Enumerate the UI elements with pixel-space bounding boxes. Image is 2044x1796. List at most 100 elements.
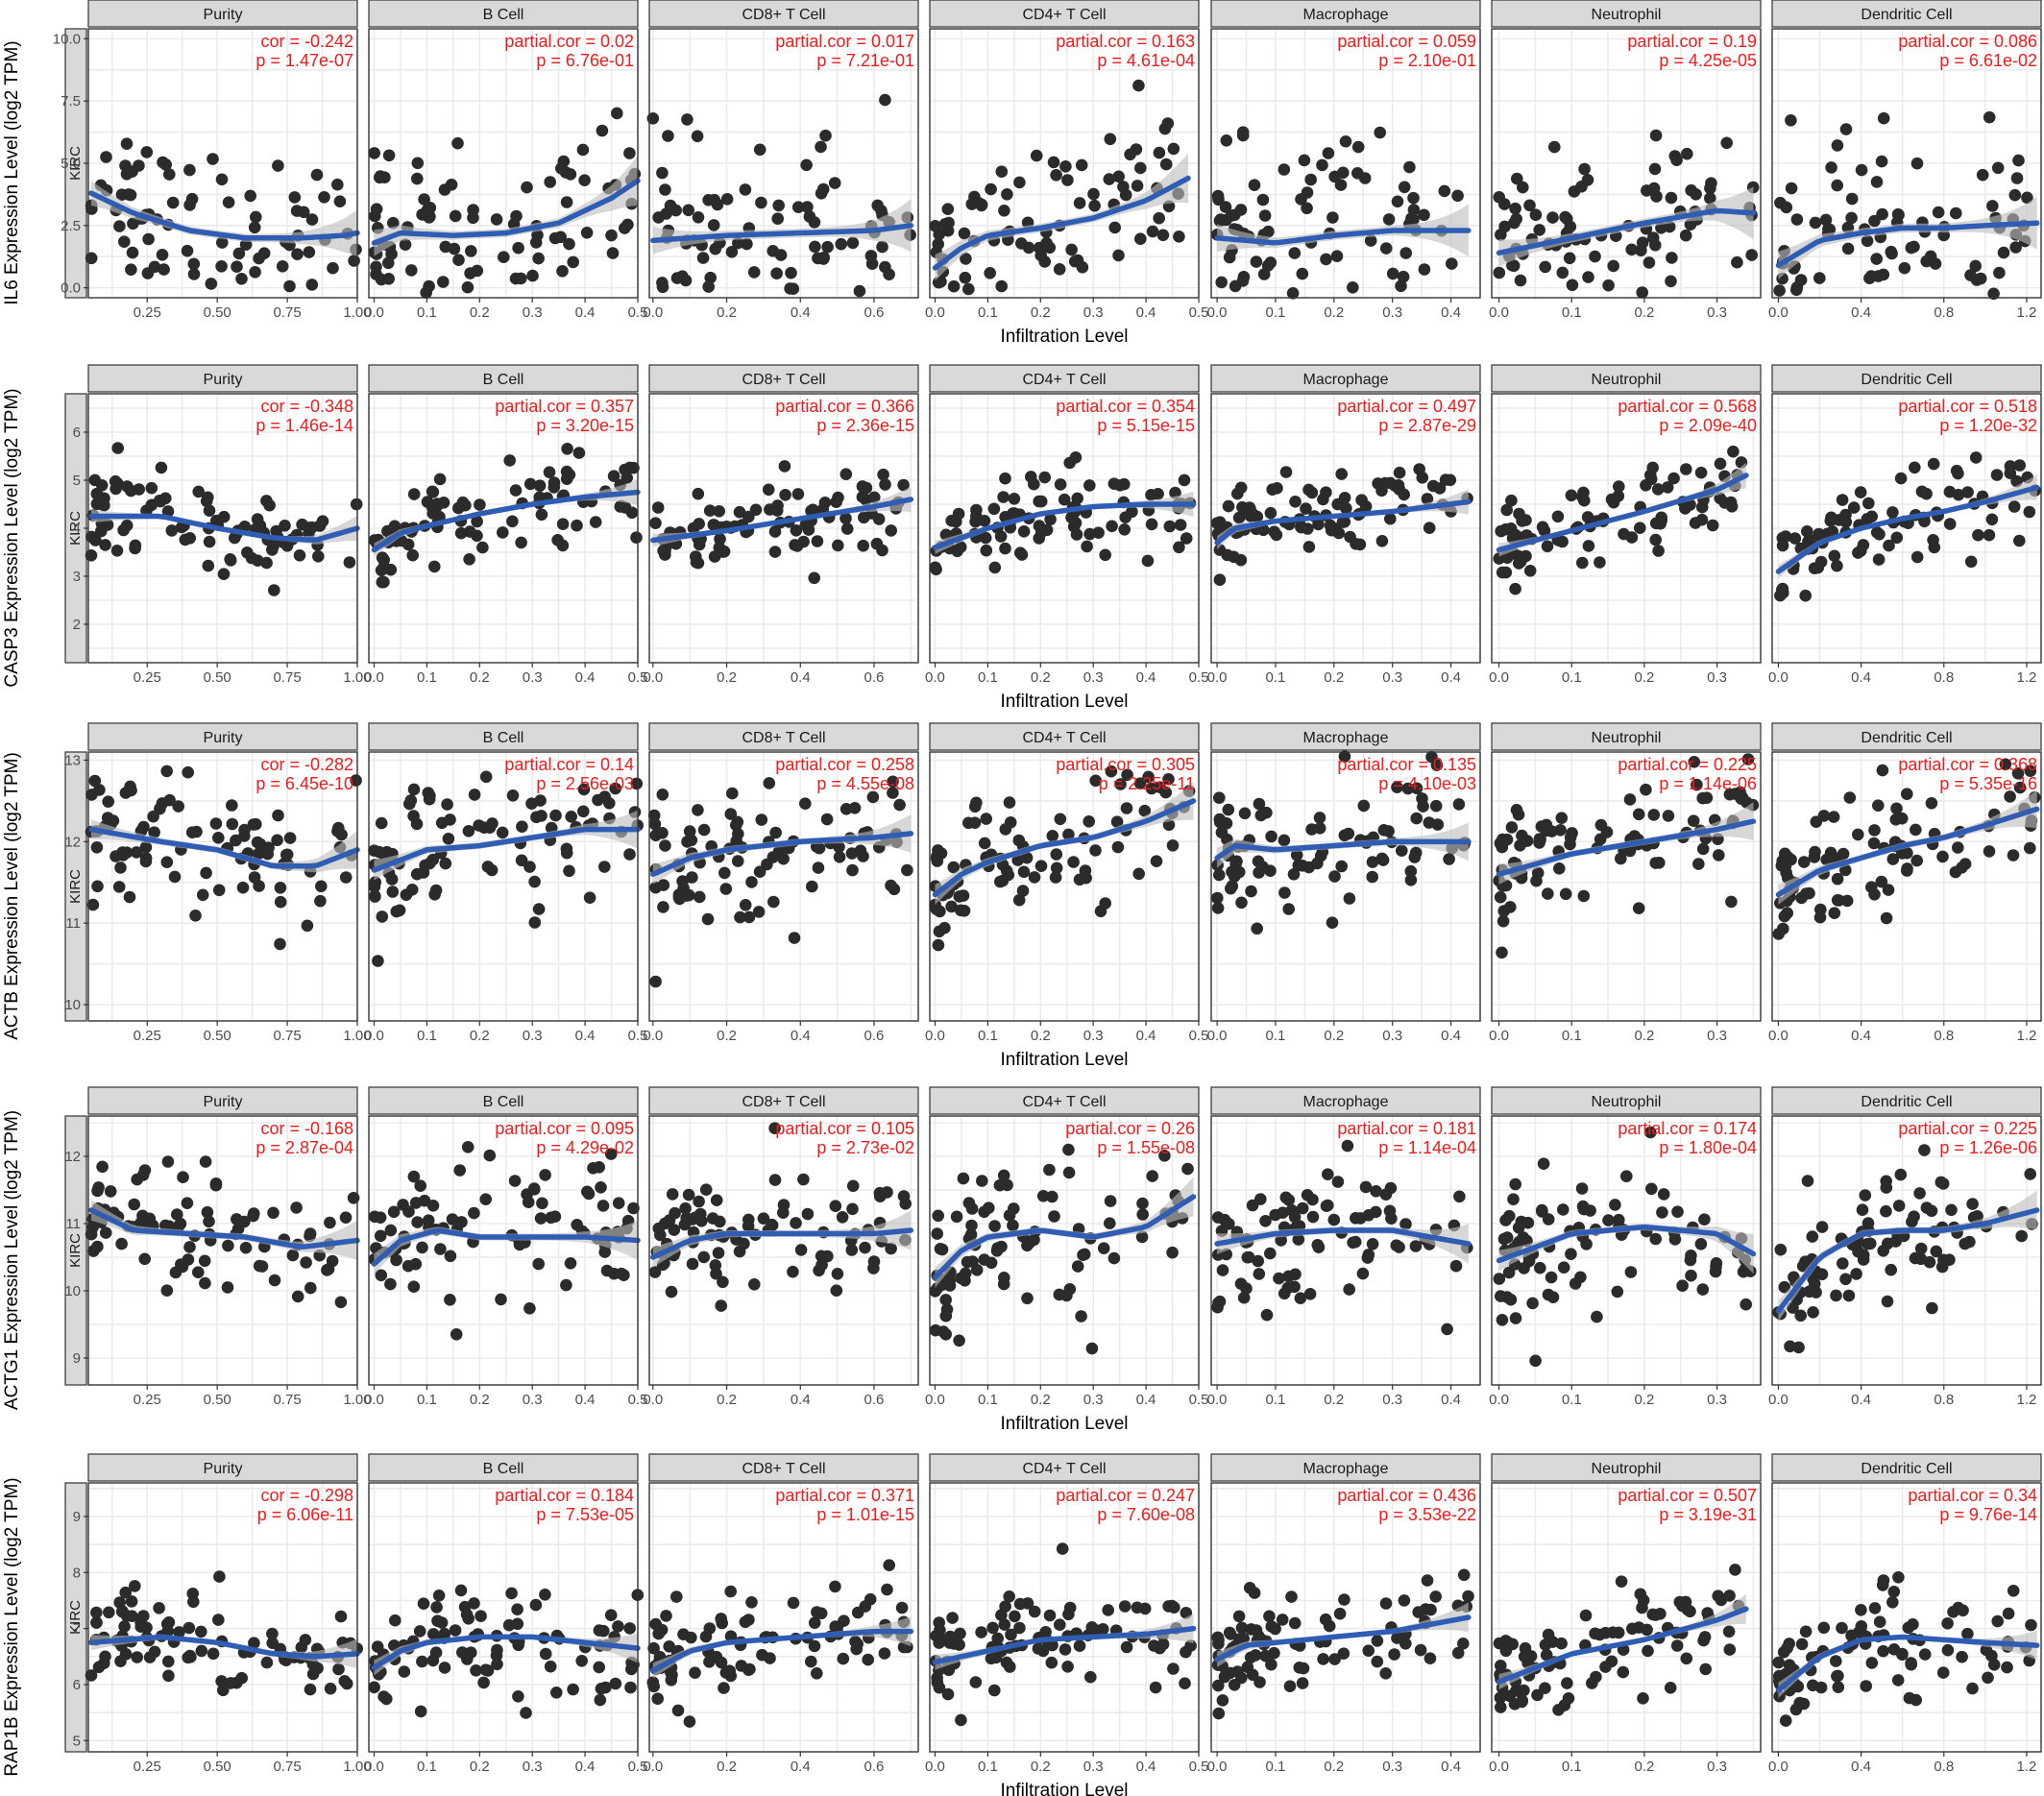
data-point	[201, 1205, 214, 1219]
data-point	[1327, 1213, 1341, 1226]
panel-title: Dendritic Cell	[1861, 730, 1952, 746]
data-point	[1016, 885, 1030, 897]
data-point	[1654, 1608, 1667, 1620]
data-point	[785, 266, 797, 279]
data-point	[1880, 911, 1893, 925]
data-point	[2004, 790, 2016, 803]
panel-border	[368, 28, 639, 299]
data-point	[1161, 117, 1175, 130]
data-point	[113, 1596, 126, 1609]
data-point	[1983, 845, 1996, 858]
panel-strip	[648, 1453, 919, 1482]
panel-strip	[87, 1453, 358, 1482]
x-axis: 0.0 0.1 0.2 0.3 0.4	[1207, 1021, 1461, 1044]
data-point	[1785, 114, 1797, 127]
data-point	[1649, 239, 1662, 252]
data-point	[1085, 1342, 1099, 1355]
data-point	[742, 910, 756, 924]
data-point	[1371, 1635, 1384, 1647]
data-point	[1797, 856, 1811, 868]
y-tick-label: 2	[73, 617, 81, 633]
data-point	[1892, 1571, 1905, 1584]
data-point	[1001, 188, 1013, 201]
fit-line	[1775, 484, 2040, 574]
data-point	[1825, 161, 1837, 174]
x-axis: 0.0 0.4 0.8 1.2	[1768, 1385, 2036, 1408]
data-point	[1331, 1176, 1345, 1188]
data-point	[662, 130, 674, 142]
data-point	[742, 510, 755, 523]
panel-border	[1210, 1115, 1481, 1386]
cor-annotation: partial.cor = 0.225	[1898, 1119, 2037, 1138]
data-point	[1033, 520, 1046, 532]
p-annotation: p = 1.46e-14	[256, 416, 353, 435]
data-point	[1136, 1197, 1149, 1210]
data-point	[840, 803, 853, 815]
data-point	[1852, 1245, 1864, 1258]
panel-strip	[1210, 364, 1481, 393]
panel-title: Purity	[204, 7, 243, 23]
fit-line	[1496, 473, 1749, 553]
data-point	[1561, 1677, 1573, 1689]
data-point	[1831, 1670, 1843, 1683]
cor-annotation: partial.cor = 0.105	[775, 1119, 914, 1138]
data-point	[1564, 831, 1577, 844]
data-point	[1932, 206, 1945, 219]
data-point	[1545, 1271, 1558, 1284]
data-point	[331, 178, 344, 191]
data-point	[1238, 807, 1252, 820]
data-point	[1264, 1247, 1277, 1260]
data-point	[1424, 1652, 1437, 1664]
data-point	[212, 832, 225, 844]
data-point	[718, 1682, 730, 1694]
data-point	[1649, 533, 1662, 546]
data-point	[1856, 1203, 1869, 1216]
data-point	[618, 1269, 630, 1281]
data-point	[1964, 555, 1978, 569]
panel-border	[1210, 28, 1481, 299]
data-point	[1809, 845, 1821, 859]
data-point	[1213, 868, 1226, 882]
x-tick-label: 0.3	[1083, 669, 1104, 686]
data-point	[1000, 1656, 1013, 1669]
p-annotation: p = 9.76e-14	[1939, 1505, 2037, 1524]
data-point	[398, 1665, 411, 1678]
y-tick-label: 7	[73, 1621, 81, 1638]
data-point	[1887, 1643, 1901, 1656]
data-point	[835, 237, 847, 251]
data-point	[779, 489, 791, 501]
data-point	[183, 1241, 196, 1253]
data-point	[708, 550, 721, 563]
data-point	[788, 932, 801, 944]
data-point	[593, 1661, 605, 1674]
data-point	[551, 534, 564, 546]
data-point	[1253, 1676, 1266, 1688]
data-point	[1580, 1238, 1593, 1250]
panel-border	[1491, 393, 1762, 664]
data-point	[221, 1281, 234, 1294]
data-point	[1083, 815, 1095, 828]
scatter-points	[930, 1542, 1197, 1727]
y-tick-label: 3	[73, 569, 81, 585]
data-point	[465, 1646, 477, 1659]
scatter-points	[1493, 445, 1748, 595]
data-point	[430, 499, 444, 513]
data-point	[1496, 914, 1510, 928]
data-point	[1673, 1595, 1687, 1609]
panel-border	[1491, 1115, 1762, 1386]
panel-strip	[1771, 1453, 2042, 1482]
cor-annotation: partial.cor = 0.26	[1065, 1119, 1195, 1138]
data-point	[535, 810, 548, 822]
data-point	[993, 1178, 1007, 1192]
data-point	[85, 252, 98, 265]
data-point	[877, 468, 889, 481]
data-point	[217, 1684, 230, 1697]
data-point	[133, 483, 145, 496]
data-point	[932, 1209, 944, 1223]
data-point	[1810, 815, 1823, 828]
data-point	[1886, 506, 1899, 519]
data-point	[224, 554, 237, 567]
data-point	[1729, 1564, 1741, 1576]
data-point	[334, 1296, 348, 1309]
